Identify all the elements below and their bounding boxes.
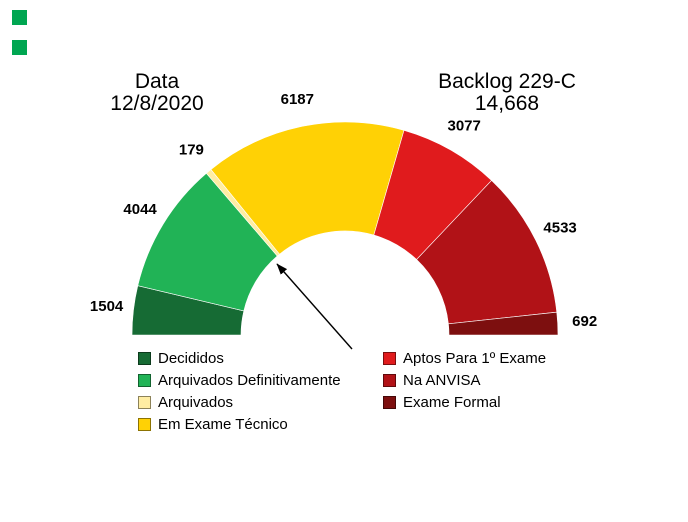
- legend-label: Exame Formal: [403, 394, 501, 411]
- legend-label: Arquivados Definitivamente: [158, 372, 341, 389]
- legend-item-2: Arquivados: [138, 395, 341, 410]
- gauge-segment-3: [210, 121, 405, 255]
- legend-label: Em Exame Técnico: [158, 416, 288, 433]
- backlog-title: Backlog 229-C: [438, 70, 576, 93]
- legend-item-4: Aptos Para 1º Exame: [383, 351, 546, 366]
- legend-label: Na ANVISA: [403, 372, 481, 389]
- legend-column-right: Aptos Para 1º Exame Na ANVISA Exame Formal: [383, 351, 546, 410]
- deco-square-top: [12, 10, 27, 25]
- gauge-value-label-3: 6187: [281, 91, 314, 108]
- legend-swatch: [138, 352, 151, 365]
- legend-label: Aptos Para 1º Exame: [403, 350, 547, 367]
- legend-item-0: Decididos: [138, 351, 341, 366]
- legend-item-5: Na ANVISA: [383, 373, 546, 388]
- legend-swatch: [138, 374, 151, 387]
- legend-swatch: [383, 374, 396, 387]
- gauge-labels: 1504 4044 179 6187 3077 4533 692: [90, 91, 597, 330]
- gauge-segments: [131, 121, 559, 336]
- gauge-segment-6: [448, 311, 559, 336]
- legend-label: Decididos: [158, 350, 224, 367]
- legend-column-left: Decididos Arquivados Definitivamente Arqui…: [138, 351, 341, 432]
- legend-swatch: [138, 396, 151, 409]
- gauge-value-label-4: 3077: [448, 118, 481, 135]
- legend-swatch: [138, 418, 151, 431]
- legend-label: Arquivados: [158, 394, 234, 411]
- legend-item-3: Em Exame Técnico: [138, 417, 341, 432]
- gauge-value-label-2: 179: [179, 142, 204, 159]
- deco-square-bottom: [12, 40, 27, 55]
- legend-swatch: [383, 352, 396, 365]
- legend-item-1: Arquivados Definitivamente: [138, 373, 341, 388]
- gauge-value-label-0: 1504: [90, 298, 124, 315]
- date-value: 12/8/2020: [110, 92, 204, 115]
- backlog-total: 14,668: [474, 92, 540, 115]
- pointer-arrow: [276, 263, 353, 350]
- gauge-value-label-6: 692: [572, 313, 597, 330]
- legend-item-6: Exame Formal: [383, 395, 546, 410]
- gauge-value-label-5: 4533: [543, 219, 576, 236]
- date-title: Data: [134, 70, 180, 93]
- legend-swatch: [383, 396, 396, 409]
- gauge-value-label-1: 4044: [123, 201, 157, 218]
